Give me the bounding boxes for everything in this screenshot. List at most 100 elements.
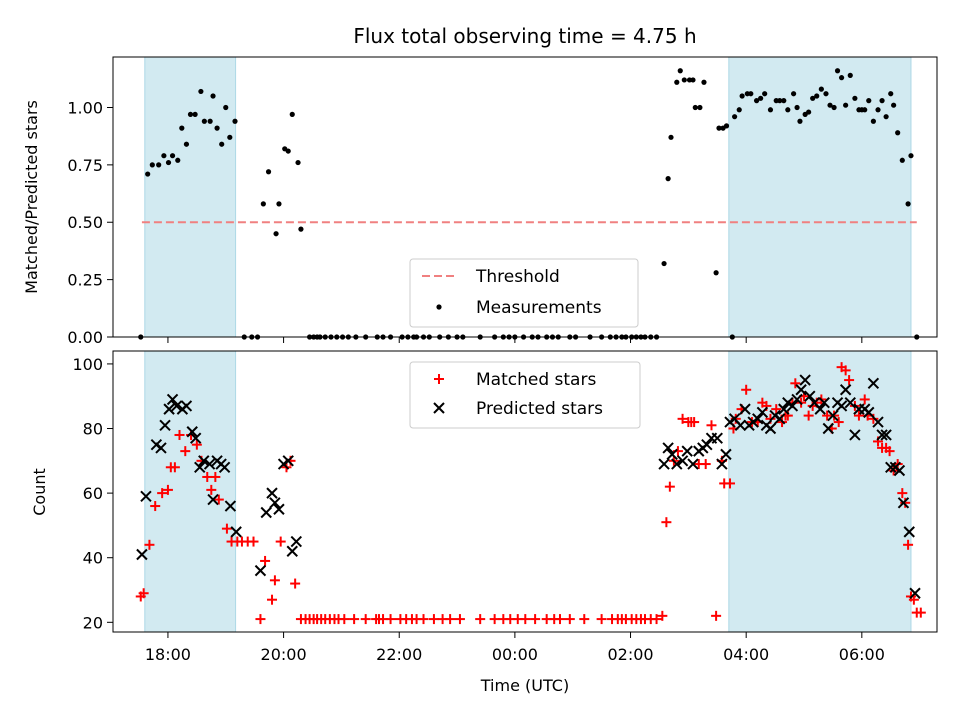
matched-star-point [661, 517, 672, 528]
predicted-star-point [739, 403, 751, 415]
measurement-point [289, 111, 295, 117]
measurement-point [762, 91, 768, 97]
predicted-star-point [218, 461, 231, 473]
measurement-point [794, 104, 800, 111]
measurement-point [862, 107, 868, 113]
measurement-point [875, 107, 881, 113]
predicted-star-point [774, 413, 786, 425]
predicted-star-point [822, 422, 834, 435]
predicted-star-point [734, 419, 747, 431]
predicted-star-point [207, 493, 219, 506]
predicted-star-point [254, 564, 267, 577]
predicted-star-point [897, 497, 910, 509]
predicted-star-point [909, 587, 921, 599]
measurement-point [870, 118, 876, 124]
predicted-star-point [893, 464, 906, 477]
legend-predicted-label: Predicted stars [476, 399, 603, 419]
measurement-point [298, 226, 304, 232]
matched-star-point [859, 394, 870, 405]
measurement-point [790, 91, 797, 97]
matched-star-point [833, 417, 844, 428]
x-tick-label: 04:00 [723, 645, 769, 664]
matched-star-point [221, 523, 232, 534]
predicted-star-point [662, 442, 674, 454]
top-x-ticks [167, 337, 863, 343]
predicted-star-point [166, 393, 179, 406]
matched-star-point [454, 614, 465, 625]
measurement-point [690, 77, 696, 83]
measurement-point [668, 134, 674, 140]
predicted-star-point [159, 419, 171, 431]
predicted-star-point [764, 422, 777, 435]
predicted-star-point [180, 400, 193, 412]
measurement-point [265, 169, 272, 175]
matched-star-point [689, 417, 700, 428]
measurement-point [260, 201, 266, 207]
bottom-legend: Matched stars Predicted stars [409, 361, 641, 429]
matched-star-point [915, 607, 926, 618]
matched-star-point [724, 478, 735, 489]
measurement-point [227, 134, 233, 140]
measurement-point [814, 93, 820, 99]
predicted-star-point [791, 393, 803, 406]
matched-star-point [554, 614, 565, 625]
predicted-star-point [224, 500, 237, 512]
matched-star-point [290, 578, 301, 589]
predicted-star-point [867, 377, 880, 390]
matched-star-point [903, 539, 914, 550]
matched-star-point [520, 614, 531, 625]
predicted-star-point [671, 458, 683, 470]
predicted-star-point [880, 429, 892, 441]
matched-star-point [596, 614, 607, 625]
predicted-star-point [136, 548, 148, 561]
bottom-x-ticks: 18:00 20:00 22:00 00:00 02:00 04:00 06:00 [145, 632, 885, 664]
matched-star-point [897, 488, 908, 499]
x-tick-label: 02:00 [607, 645, 653, 664]
legend-matched-label: Matched stars [476, 370, 596, 390]
matched-star-point [144, 539, 155, 550]
matched-star-point [530, 614, 541, 625]
figure-title: Flux total observing time = 4.75 h [353, 24, 696, 48]
predicted-star-point [814, 403, 826, 415]
predicted-star-point [260, 506, 272, 519]
matched-star-point [210, 471, 221, 482]
predicted-star-point [186, 426, 198, 438]
predicted-star-point [818, 396, 830, 409]
predicted-star-point [155, 442, 167, 454]
y-tick-label: 0.75 [67, 156, 103, 175]
predicted-star-point [756, 406, 769, 419]
measurement-point [879, 98, 885, 104]
matched-star-point [677, 413, 688, 424]
predicted-star-point [681, 445, 693, 457]
predicted-star-point [827, 409, 839, 422]
measurement-point [895, 130, 901, 136]
predicted-star-point [198, 455, 210, 467]
measurement-point [156, 162, 162, 168]
matched-star-point [741, 384, 752, 395]
predicted-star-point [752, 413, 764, 425]
measurement-point [834, 68, 841, 74]
matched-star-point [664, 481, 675, 492]
predicted-star-point [666, 448, 678, 461]
measurement-point [187, 111, 194, 117]
x-tick-label: 18:00 [145, 645, 191, 664]
measurement-point [723, 123, 730, 129]
predicted-star-point [194, 461, 206, 473]
top-y-axis-label: Matched/Predicted stars [22, 100, 41, 294]
predicted-star-point [720, 448, 732, 461]
legend-predicted-marker [433, 402, 445, 414]
predicted-star-point [711, 432, 723, 444]
predicted-star-point [282, 455, 294, 467]
measurement-point [692, 104, 698, 111]
measurement-point [276, 201, 282, 207]
predicted-star-point [778, 403, 790, 415]
matched-star-point [428, 614, 439, 625]
measurement-point [219, 141, 225, 147]
shaded-span [144, 56, 237, 338]
measurement-point [847, 72, 853, 78]
matched-star-point [700, 459, 711, 470]
top-legend-frame [409, 258, 639, 328]
measurement-point [732, 114, 738, 120]
predicted-star-point [876, 429, 888, 441]
matched-star-point [138, 588, 149, 599]
